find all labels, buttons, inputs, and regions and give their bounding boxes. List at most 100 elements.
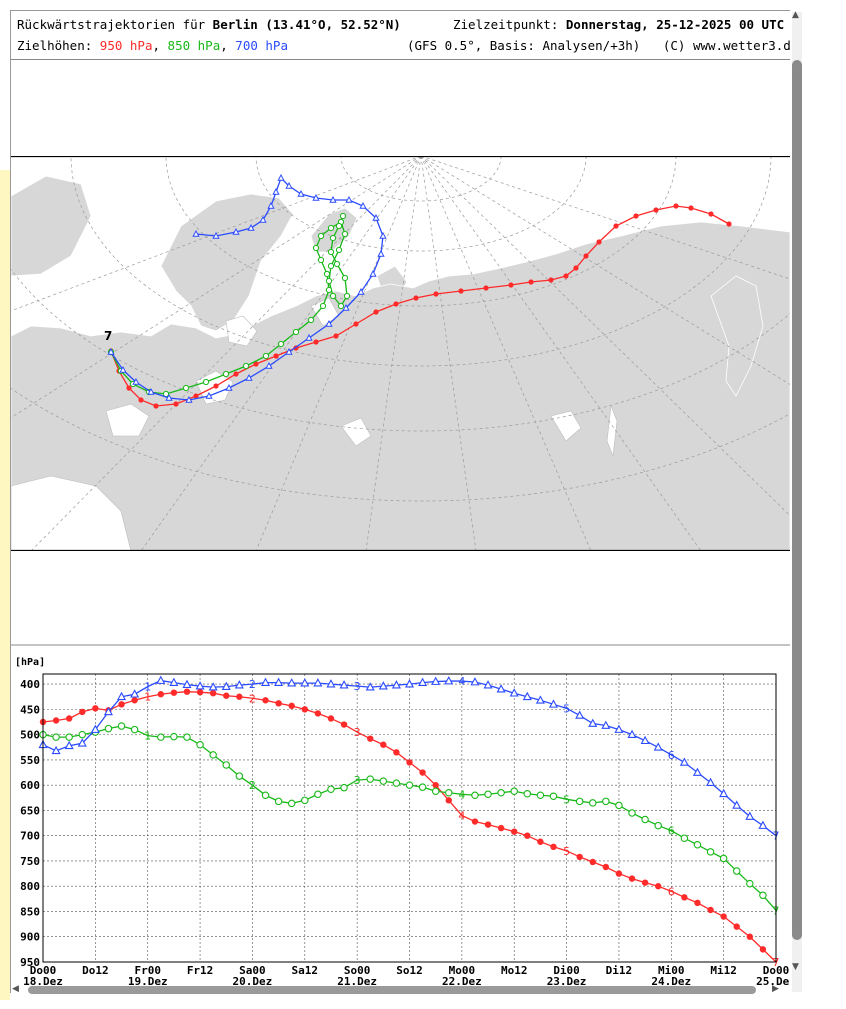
map-track-point bbox=[319, 302, 327, 310]
city-name: Berlin bbox=[212, 17, 258, 32]
data-point bbox=[549, 792, 558, 801]
data-point bbox=[732, 867, 741, 875]
data-point bbox=[679, 757, 689, 766]
map-track-point bbox=[242, 362, 250, 370]
map-track-point bbox=[297, 189, 305, 197]
day-marker-label: 5 bbox=[563, 845, 570, 858]
data-point bbox=[419, 769, 426, 776]
data-point bbox=[339, 680, 349, 689]
chart-y-tick-label: 450 bbox=[20, 703, 40, 716]
chart-y-tick-label: 800 bbox=[20, 880, 40, 893]
map-track-point bbox=[329, 234, 337, 242]
data-point bbox=[601, 720, 611, 729]
data-point bbox=[575, 710, 585, 719]
data-point bbox=[654, 883, 662, 890]
data-point bbox=[196, 688, 204, 696]
map-track-point bbox=[259, 215, 267, 223]
data-point bbox=[51, 745, 61, 755]
chart-x-tick-label: Di00 bbox=[553, 964, 580, 977]
scroll-down-arrow-icon[interactable]: ▼ bbox=[792, 962, 799, 972]
data-point bbox=[78, 730, 87, 739]
chart-x-tick-label: So00 bbox=[344, 964, 371, 977]
data-point bbox=[602, 863, 610, 871]
data-point bbox=[431, 787, 440, 795]
data-point bbox=[550, 843, 557, 850]
scroll-right-arrow-icon[interactable]: ▶ bbox=[772, 984, 779, 994]
data-point bbox=[221, 681, 231, 690]
horizontal-scrollbar-thumb[interactable] bbox=[28, 986, 756, 994]
chart-x-tick-label: So12 bbox=[396, 964, 423, 977]
map-track-700-hpa bbox=[107, 173, 387, 403]
map-track-point bbox=[633, 213, 639, 219]
map-track-point bbox=[307, 316, 315, 324]
data-point bbox=[628, 809, 636, 817]
map-track-point bbox=[232, 227, 240, 235]
data-point bbox=[496, 684, 506, 693]
data-point bbox=[79, 708, 86, 716]
data-point bbox=[681, 894, 688, 901]
pressure-chart: [hPa] 400 450 500 550 600 650 700 750 800 850 900 9… bbox=[11, 644, 790, 988]
chart-y-tick-label: 400 bbox=[20, 678, 40, 691]
map-track-point bbox=[726, 221, 732, 227]
chart-x-date-label: 22.Dez bbox=[442, 975, 482, 988]
data-point bbox=[471, 791, 479, 800]
data-point bbox=[183, 733, 191, 741]
data-point bbox=[65, 715, 73, 722]
day-marker-label: 6 bbox=[668, 825, 675, 838]
data-point bbox=[92, 705, 99, 712]
day-marker-label: 3 bbox=[354, 774, 361, 787]
map-track-point bbox=[335, 246, 343, 254]
data-point bbox=[445, 797, 452, 804]
data-point bbox=[640, 735, 650, 745]
map-track-point bbox=[277, 173, 285, 181]
map-track-point bbox=[333, 260, 341, 268]
map-track-point bbox=[327, 262, 335, 270]
map-track-point bbox=[182, 384, 190, 392]
data-point bbox=[301, 706, 308, 713]
map-track-point bbox=[147, 387, 155, 395]
map-track-point bbox=[193, 393, 199, 399]
chart-grid bbox=[42, 674, 777, 963]
map-start-label: 7 bbox=[104, 329, 112, 343]
scroll-left-arrow-icon[interactable]: ◀ bbox=[12, 984, 19, 994]
chart-x-tick-label: Mo00 bbox=[449, 964, 476, 977]
data-point bbox=[301, 796, 309, 805]
map-track-point bbox=[596, 239, 602, 245]
map-track-point bbox=[359, 201, 367, 209]
map-track-850-hpa bbox=[107, 212, 351, 398]
chart-x-tick-label: Mi00 bbox=[658, 964, 685, 977]
data-point bbox=[406, 759, 413, 766]
chart-y-tick-label: 500 bbox=[20, 729, 40, 742]
data-point bbox=[367, 735, 374, 742]
data-point bbox=[588, 718, 598, 727]
map-track-point bbox=[262, 352, 270, 360]
data-point bbox=[707, 906, 714, 914]
data-point bbox=[759, 891, 767, 900]
data-point bbox=[379, 777, 388, 785]
vertical-scrollbar-thumb[interactable] bbox=[792, 60, 802, 940]
data-point bbox=[548, 699, 559, 708]
map-track-point bbox=[325, 277, 333, 285]
levels-label: Zielhöhen: bbox=[17, 38, 100, 53]
map-track-point bbox=[267, 201, 275, 209]
map-track-point bbox=[613, 223, 619, 229]
data-point bbox=[262, 697, 269, 704]
data-point bbox=[535, 695, 545, 704]
data-point bbox=[641, 815, 649, 824]
map-track-point bbox=[341, 274, 349, 282]
map-land bbox=[11, 175, 790, 551]
map-track-point bbox=[192, 229, 200, 237]
trajectory-figure: Rückwärtstrajektorien für Berlin (13.41°… bbox=[10, 10, 790, 993]
copyright: (C) www.wetter3.de bbox=[662, 38, 790, 53]
day-marker-label: 4 bbox=[458, 788, 465, 801]
map-track-point bbox=[323, 270, 331, 278]
scroll-up-arrow-icon[interactable]: ▲ bbox=[792, 10, 799, 20]
map-track-point bbox=[185, 395, 193, 403]
data-point bbox=[65, 733, 73, 741]
day-marker-label: 4 bbox=[458, 809, 465, 822]
data-point bbox=[103, 706, 113, 716]
data-point bbox=[131, 697, 138, 704]
chart-x-tick-label: Mo12 bbox=[501, 964, 528, 977]
